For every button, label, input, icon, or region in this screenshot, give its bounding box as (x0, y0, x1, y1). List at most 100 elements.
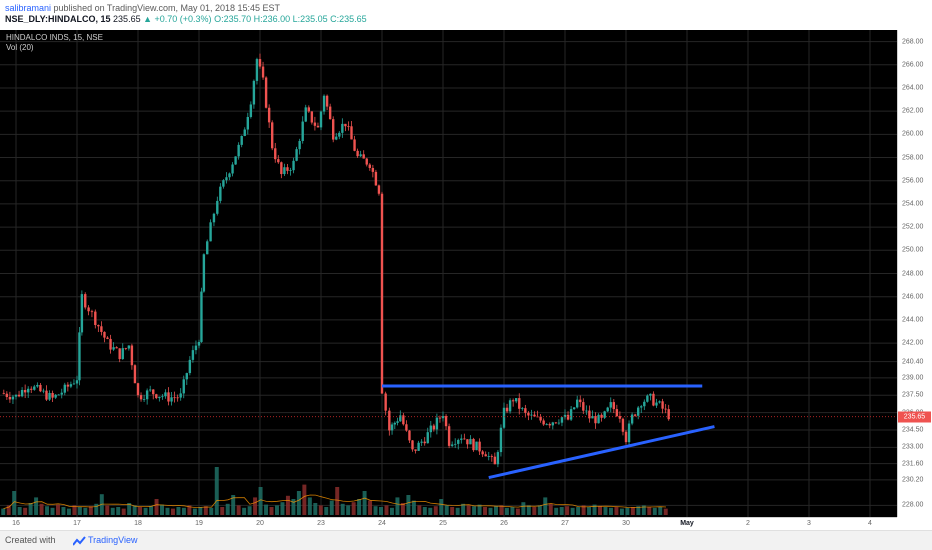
volume-bar (56, 504, 60, 515)
volume-bar (143, 507, 148, 515)
volume-bar (537, 505, 542, 515)
y-tick-label: 239.00 (902, 374, 924, 382)
volume-bar (608, 507, 613, 515)
candle-body (359, 154, 362, 157)
candle-body (124, 348, 127, 349)
chart-canvas[interactable] (0, 30, 897, 517)
volume-bar (138, 507, 143, 515)
volume-bar (368, 500, 373, 515)
candle-body (20, 389, 24, 397)
volume-bar (132, 505, 137, 515)
volume-bar (296, 491, 301, 515)
candle-body (188, 359, 192, 374)
candle-body (640, 406, 643, 408)
instrument-legend[interactable]: HINDALCO INDS, 15, NSE (6, 33, 103, 42)
candle-body (603, 411, 606, 418)
candle-body (478, 441, 481, 452)
candle-body (292, 160, 295, 171)
volume-legend[interactable]: Vol (20) (6, 43, 34, 52)
y-tick-label: 262.00 (902, 107, 924, 115)
candle-body (100, 326, 103, 332)
candle-body (655, 402, 658, 406)
author-link[interactable]: salibramani (5, 3, 52, 13)
candle-body (72, 383, 76, 385)
volume-bar (318, 505, 323, 515)
volume-bar (494, 506, 498, 515)
candle-body (11, 396, 15, 400)
candle-body (460, 438, 463, 440)
tradingview-brand-link[interactable]: TradingView (88, 535, 138, 545)
volume-bar (121, 508, 126, 515)
candle-body (447, 426, 451, 446)
volume-bar (247, 506, 252, 515)
volume-bar (592, 504, 597, 515)
volume-bar (83, 507, 88, 515)
x-tick-label: 4 (868, 520, 872, 527)
volume-bar (472, 506, 477, 515)
x-tick-label: 19 (195, 520, 203, 527)
price-axis[interactable]: 228.00230.20231.60233.00234.50236.00237.… (897, 30, 932, 517)
x-tick-label: May (680, 520, 694, 527)
y-tick-label: 244.00 (902, 316, 924, 324)
candle-body (152, 389, 155, 395)
candle-body (36, 384, 39, 387)
candle-body (594, 416, 597, 424)
candle-body (109, 338, 112, 350)
candle-body (170, 397, 173, 402)
candle-body (133, 365, 137, 384)
y-tick-label: 237.50 (902, 391, 924, 399)
x-tick-label: 25 (439, 520, 447, 527)
candle-body (432, 425, 436, 430)
candle-body (472, 438, 475, 451)
price-chart-pane[interactable]: HINDALCO INDS, 15, NSE Vol (20) (0, 30, 897, 517)
candle-body (576, 399, 579, 408)
candle-body (344, 123, 347, 127)
candle-body (182, 379, 185, 394)
candle-body (435, 417, 439, 430)
candle-body (505, 407, 509, 412)
volume-bar (548, 503, 553, 515)
candle-body (161, 396, 164, 398)
candle-body (527, 412, 530, 416)
candle-body (624, 431, 628, 443)
candle-body (414, 449, 417, 451)
candle-body (252, 80, 256, 105)
volume-bar (236, 505, 241, 515)
volume-bar (543, 497, 548, 515)
candle-body (481, 451, 484, 455)
candle-body (362, 154, 365, 159)
volume-bar (422, 507, 427, 515)
candle-body (649, 393, 652, 396)
volume-bar (275, 505, 279, 515)
symbol-name[interactable]: NSE_DLY:HINDALCO, 15 (5, 14, 111, 24)
candle-body (225, 177, 228, 181)
time-axis[interactable]: 1617181920232425262730May2347 (0, 517, 932, 530)
candle-body (637, 407, 640, 416)
candle-body (216, 200, 219, 214)
candle-body (286, 167, 289, 171)
candle-body (554, 422, 558, 424)
candle-body (200, 291, 203, 342)
candle-body (69, 384, 73, 387)
candle-body (615, 409, 619, 417)
candle-body (390, 424, 394, 431)
volume-bar (149, 506, 154, 515)
volume-bar (357, 499, 362, 515)
candle-body (289, 170, 292, 171)
candle-body (612, 402, 615, 410)
candle-body (396, 421, 399, 423)
candle-body (167, 392, 170, 402)
x-tick-label: 20 (256, 520, 264, 527)
ohlc-values: O:235.70 H:236.00 L:235.05 C:235.65 (214, 14, 367, 24)
candle-body (365, 158, 368, 165)
candle-body (350, 126, 353, 140)
volume-bar (439, 499, 444, 515)
candle-body (347, 126, 350, 128)
candle-body (264, 77, 268, 108)
volume-bar (362, 491, 367, 515)
candle-body (130, 345, 134, 366)
candle-body (661, 401, 664, 409)
candle-body (243, 129, 246, 136)
candle-body (429, 425, 432, 433)
